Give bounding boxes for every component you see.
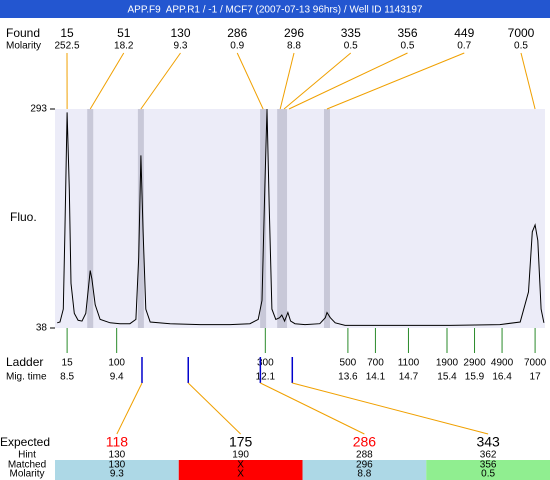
found-molarity: 8.8 [287, 41, 301, 52]
plot-area [55, 109, 545, 328]
y-tick-label: 293 [30, 104, 47, 115]
title-bar [0, 0, 550, 18]
matched-size: X [237, 460, 244, 471]
ladder-mig-time: 9.4 [110, 372, 124, 383]
matched-cell [426, 460, 550, 480]
found-size: 15 [60, 26, 74, 40]
hint-size: 288 [356, 450, 373, 461]
peak-band [277, 109, 284, 328]
ladder-size: 1900 [436, 358, 459, 369]
matched-size: 130 [109, 460, 126, 471]
expected-size: 343 [476, 434, 500, 450]
expected-size: 286 [353, 434, 377, 450]
ladder-mig-time: 13.6 [338, 372, 358, 383]
found-molarity: 252.5 [54, 41, 79, 52]
ladder-mig-time: 14.7 [399, 372, 419, 383]
found-connector [89, 52, 125, 110]
hint-size: 130 [109, 450, 126, 461]
ladder-size: 15 [62, 358, 74, 369]
matched-molarity: 9.3 [110, 469, 124, 480]
molarity-label: Molarity [6, 41, 41, 52]
ladder-size: 300 [257, 358, 274, 369]
matched-size: 356 [480, 460, 497, 471]
expected-connector [116, 382, 143, 435]
hint-label: Hint [18, 450, 36, 461]
expected-connector [187, 382, 241, 435]
ladder-size: 500 [340, 358, 357, 369]
expected-size: 175 [229, 434, 253, 450]
ladder-label: Ladder [6, 355, 43, 369]
expected-size: 118 [106, 434, 129, 450]
found-connector [236, 52, 264, 110]
found-connector [279, 52, 295, 110]
matched-size: 296 [356, 460, 373, 471]
ladder-mig-time: 12.1 [256, 372, 276, 383]
matched-molarity: X [237, 469, 244, 480]
matched-cell [55, 460, 179, 480]
chart-title: APP.F9 APP.R1 / -1 / MCF7 (2007-07-13 96… [128, 5, 423, 16]
found-size: 296 [284, 26, 304, 40]
matched-molarity: 8.8 [357, 469, 371, 480]
found-size: 286 [227, 26, 247, 40]
found-connector [326, 52, 465, 110]
peak-band [323, 109, 330, 328]
found-molarity: 0.9 [230, 41, 244, 52]
found-size: 130 [170, 26, 190, 40]
y-axis-label: Fluo. [10, 210, 37, 224]
found-size: 449 [454, 26, 474, 40]
peak-band [137, 109, 144, 328]
expected-label: Expected [0, 435, 50, 449]
found-connector [288, 52, 408, 110]
found-label: Found [6, 26, 40, 40]
ladder-size: 1100 [398, 358, 420, 369]
hint-size: 190 [232, 450, 249, 461]
matched-molarity: 0.5 [481, 469, 495, 480]
found-molarity: 0.5 [401, 41, 415, 52]
found-connector [140, 52, 181, 110]
matched-cell [178, 460, 303, 480]
ladder-size: 700 [367, 358, 384, 369]
ladder-mig-time: 15.9 [465, 372, 485, 383]
found-connector [283, 52, 352, 110]
ladder-mig-time: 15.4 [437, 372, 457, 383]
found-molarity: 0.5 [514, 41, 528, 52]
found-molarity: 0.5 [344, 41, 358, 52]
found-molarity: 18.2 [114, 41, 134, 52]
peak-band [281, 109, 288, 328]
ladder-mig-time: 8.5 [60, 372, 74, 383]
ladder-size: 100 [108, 358, 125, 369]
ladder-mig-time: 17 [530, 372, 542, 383]
ladder-size: 4900 [491, 358, 514, 369]
ladder-mig-time: 14.1 [366, 372, 386, 383]
ladder-mig-time: 16.4 [492, 372, 512, 383]
ladder-size: 2900 [463, 358, 486, 369]
peak-band [260, 109, 267, 328]
expected-connector [260, 382, 365, 435]
found-molarity: 9.3 [174, 41, 188, 52]
matched-label: Matched [8, 460, 46, 471]
trace-line [57, 108, 545, 326]
y-tick-label: 38 [36, 323, 48, 334]
hint-size: 362 [480, 450, 497, 461]
matched-cell [302, 460, 427, 480]
mig-time-label: Mig. time [6, 372, 47, 383]
found-size: 356 [397, 26, 417, 40]
found-size: 7000 [508, 26, 535, 40]
found-connector [520, 52, 536, 110]
expected-connector [292, 382, 489, 435]
expected-molarity-label: Molarity [9, 469, 44, 480]
found-molarity: 0.7 [457, 41, 471, 52]
found-size: 335 [341, 26, 361, 40]
ladder-size: 7000 [524, 358, 547, 369]
peak-band [87, 109, 94, 328]
found-size: 51 [117, 26, 131, 40]
